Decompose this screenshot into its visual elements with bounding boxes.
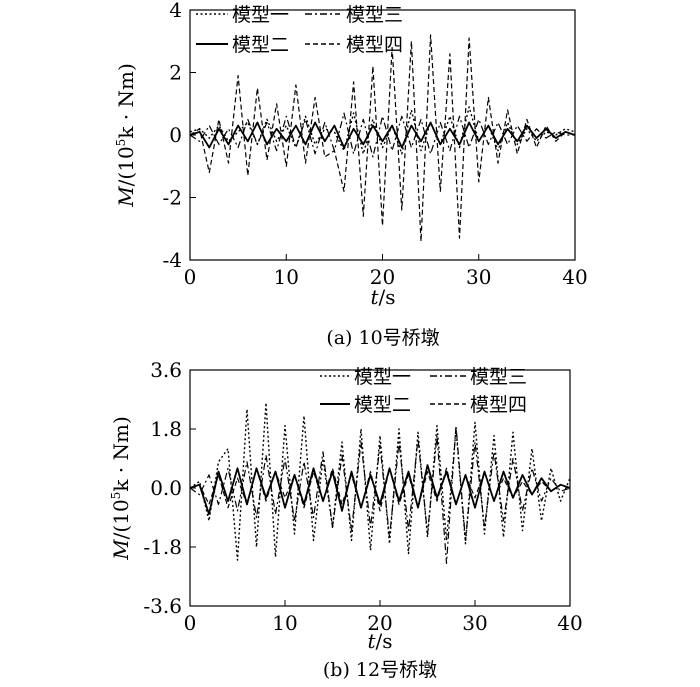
svg-text:M/(105k · Nm): M/(105k · Nm) [114, 63, 138, 208]
ylabel-rest-a: /(10 [114, 146, 138, 186]
ylabel-unit-a: k · Nm) [114, 63, 138, 138]
series-a [189, 34, 576, 242]
x-tick-label-b: 40 [557, 611, 582, 635]
x-axis-label-a: t/s [370, 285, 395, 309]
ylabel-unit-b: k · Nm) [109, 416, 133, 491]
legend-label-model4-b: 模型四 [470, 394, 527, 416]
series-line-dashed-b [189, 467, 571, 512]
xlabel-var-b: t [367, 629, 376, 653]
caption-a: (a) 10号桥墩 [326, 327, 439, 349]
series-line-dashed-a [189, 34, 576, 242]
legend-label-model2-b: 模型二 [354, 394, 411, 416]
ylabel-var-b: M [109, 539, 133, 561]
series-line-solid-b [189, 464, 571, 516]
x-tick-label-a: 20 [370, 265, 395, 289]
ylabel-rest-b: /(10 [109, 499, 133, 539]
series-line-dash-dot-a [189, 112, 575, 158]
legend-b: 模型一 模型三 模型二 模型四 [320, 366, 527, 416]
legend-label-model2-a: 模型二 [232, 34, 289, 56]
y-tick-label-b: -1.8 [143, 535, 182, 559]
caption-b: (b) 12号桥墩 [323, 659, 437, 681]
x-tick-label-b: 20 [367, 611, 392, 635]
ylabel-var-a: M [114, 186, 138, 208]
y-tick-label-a: -2 [163, 186, 182, 210]
x-tick-label-b: 30 [462, 611, 487, 635]
legend-label-model1-a: 模型一 [232, 4, 289, 26]
legend-label-model1-b: 模型一 [354, 366, 411, 388]
legend-label-model4-a: 模型四 [346, 34, 403, 56]
xlabel-var-a: t [370, 285, 379, 309]
x-tick-label-a: 40 [562, 265, 587, 289]
legend-label-model3-b: 模型三 [470, 366, 527, 388]
legend-a: 模型一 模型三 模型二 模型四 [196, 4, 403, 56]
x-tick-label-b: 10 [272, 611, 297, 635]
chart-b: M/(105k · Nm) t/s (b) 12号桥墩 模型一 模型三 模型二 … [109, 358, 583, 681]
y-tick-label-a: 0 [169, 123, 182, 147]
series-b [189, 402, 571, 565]
xlabel-unit-b: /s [376, 629, 393, 653]
series-line-dash-dot-b [189, 425, 571, 565]
y-tick-label-a: -4 [163, 248, 182, 272]
xlabel-unit-a: /s [379, 285, 396, 309]
ylabel-exp-b: 5 [109, 492, 123, 500]
x-axis-label-b: t/s [367, 629, 392, 653]
series-line-solid-a [189, 121, 576, 149]
y-tick-label-b: -3.6 [143, 594, 182, 618]
chart-a: M/(105k · Nm) t/s (a) 10号桥墩 模型一 模型三 模型二 … [114, 0, 588, 349]
ylabel-exp-a: 5 [114, 139, 128, 147]
y-axis-label-b: M/(105k · Nm) [109, 416, 133, 561]
x-tick-label-a: 0 [184, 265, 197, 289]
ticks-b: 0 10 20 30 40 -3.6 -1.8 0.0 1.8 3.6 [143, 358, 582, 635]
y-axis-label-a: M/(105k · Nm) [114, 63, 138, 208]
legend-label-model3-a: 模型三 [346, 4, 403, 26]
y-tick-label-a: 4 [169, 0, 182, 22]
y-tick-label-b: 0.0 [150, 476, 182, 500]
x-tick-label-a: 10 [274, 265, 299, 289]
y-tick-label-b: 1.8 [150, 417, 182, 441]
y-tick-label-b: 3.6 [150, 358, 182, 382]
x-tick-label-b: 0 [184, 611, 197, 635]
x-tick-label-a: 30 [466, 265, 491, 289]
svg-text:M/(105k · Nm): M/(105k · Nm) [109, 416, 133, 561]
ticks-a: 0 10 20 30 40 -4 -2 0 2 4 [163, 0, 588, 289]
y-tick-label-a: 2 [169, 61, 182, 85]
series-line-dotted-a [189, 106, 576, 155]
series-line-dotted-b [189, 402, 571, 561]
